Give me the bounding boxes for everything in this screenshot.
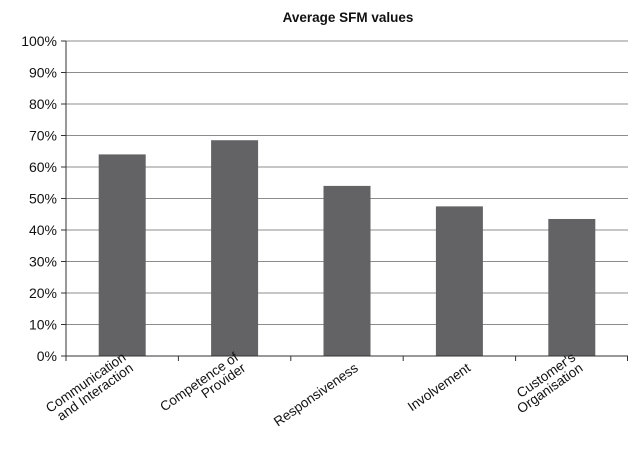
bar	[548, 218, 596, 356]
x-tick-label: Responsiveness	[271, 360, 361, 429]
y-tick-label: 30%	[29, 254, 57, 270]
x-tick-label: Competence ofProvider	[157, 349, 248, 425]
chart-title: Average SFM values	[283, 10, 414, 25]
axes	[61, 40, 628, 361]
y-tick-label: 90%	[29, 65, 57, 81]
y-tick-label: 100%	[21, 33, 57, 49]
x-tick-label: Involvement	[405, 360, 473, 414]
y-tick-label: 70%	[29, 128, 57, 144]
bars	[98, 140, 596, 356]
bar	[211, 140, 259, 356]
y-tick-label: 20%	[29, 285, 57, 301]
y-tick-label: 10%	[29, 317, 57, 333]
y-tick-label: 80%	[29, 96, 57, 112]
y-tick-label: 50%	[29, 191, 57, 207]
bar	[435, 206, 483, 356]
x-tick-labels: Communicationand Interaction Competence o…	[43, 349, 586, 429]
x-tick-label: Customer'sOrganisation	[507, 349, 586, 416]
y-tick-label: 40%	[29, 222, 57, 238]
bar	[98, 154, 146, 356]
y-tick-label: 0%	[37, 348, 57, 364]
y-tick-label: 60%	[29, 159, 57, 175]
bar	[323, 185, 371, 356]
y-tick-labels: 0% 10% 20% 30% 40% 50% 60% 70% 80% 90% 100%	[21, 33, 57, 364]
